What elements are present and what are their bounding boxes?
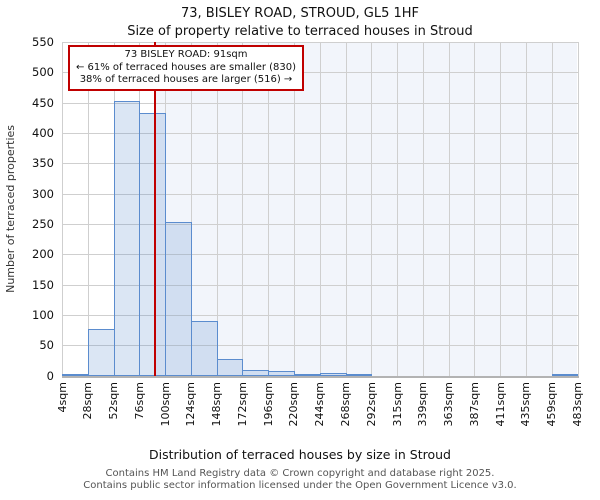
x-tick-label: 411sqm xyxy=(493,381,507,427)
gridline-v xyxy=(190,42,192,376)
x-tick-label: 292sqm xyxy=(364,381,378,427)
gridline-v xyxy=(216,42,218,376)
x-tick-label: 196sqm xyxy=(261,381,275,427)
chart-title: 73, BISLEY ROAD, STROUD, GL5 1HF xyxy=(180,6,420,21)
x-tick-label: 28sqm xyxy=(81,381,95,420)
x-tick-label: 124sqm xyxy=(184,381,198,427)
x-tick-label: 100sqm xyxy=(158,381,172,427)
gridline-v xyxy=(87,42,89,376)
y-tick-label: 150 xyxy=(32,277,54,292)
gridline-v xyxy=(525,42,527,376)
gridline-v xyxy=(371,42,373,376)
attribution-line-2: Contains public sector information licen… xyxy=(83,479,517,491)
x-axis-baseline xyxy=(62,375,579,378)
annotation-larger-stat: 38% of terraced houses are larger (516) … xyxy=(79,74,293,85)
histogram-bar xyxy=(165,222,192,376)
histogram-bar xyxy=(216,359,244,376)
property-annotation-box: 73 BISLEY ROAD: 91sqm ← 61% of terraced … xyxy=(68,45,304,91)
x-tick-label: 315sqm xyxy=(390,381,404,427)
attribution-footer: Contains HM Land Registry data © Crown c… xyxy=(0,468,600,491)
histogram-bar xyxy=(268,371,295,376)
x-tick-label: 363sqm xyxy=(442,381,456,427)
y-axis-title: Number of terraced properties xyxy=(4,124,17,293)
gridline-v xyxy=(293,42,295,376)
histogram-bar xyxy=(551,373,579,376)
histogram-bar xyxy=(113,100,141,376)
property-size-marker-line xyxy=(154,42,157,376)
y-tick-label: 300 xyxy=(32,186,54,201)
gridline-v xyxy=(448,42,450,376)
larger-region-shade xyxy=(155,42,578,376)
x-tick-label: 268sqm xyxy=(339,381,353,427)
y-tick-label: 400 xyxy=(32,126,54,140)
x-tick-label: 172sqm xyxy=(235,381,249,427)
gridline-v xyxy=(577,42,579,376)
gridline-v xyxy=(242,42,244,376)
chart-subtitle: Size of property relative to terraced ho… xyxy=(127,24,473,39)
x-tick-label: 220sqm xyxy=(287,381,301,427)
x-tick-label: 459sqm xyxy=(545,381,559,427)
y-tick-label: 450 xyxy=(32,95,54,110)
histogram-bar xyxy=(190,321,218,376)
y-tick-label: 100 xyxy=(32,308,54,323)
y-tick-label: 0 xyxy=(46,368,54,383)
histogram-bar xyxy=(139,112,167,376)
histogram-bar xyxy=(87,328,115,376)
annotation-property-size: 73 BISLEY ROAD: 91sqm xyxy=(124,49,248,60)
gridline-v xyxy=(500,42,502,376)
x-tick-label: 52sqm xyxy=(107,381,121,420)
gridline-v xyxy=(345,42,347,376)
gridline-v xyxy=(319,42,321,376)
x-tick-label: 387sqm xyxy=(467,381,481,427)
x-tick-label: 483sqm xyxy=(571,381,584,427)
y-tick-label: 50 xyxy=(39,338,54,353)
y-tick-label: 550 xyxy=(32,35,54,49)
gridline-v xyxy=(397,42,399,376)
x-tick-label: 76sqm xyxy=(132,381,146,420)
y-tick-label: 200 xyxy=(32,247,54,262)
x-tick-label: 4sqm xyxy=(55,381,69,413)
annotation-smaller-stat: ← 61% of terraced houses are smaller (83… xyxy=(75,61,297,73)
gridline-v xyxy=(62,42,63,376)
gridline-v xyxy=(268,42,270,376)
x-tick-label: 244sqm xyxy=(313,381,327,427)
x-tick-label: 435sqm xyxy=(519,381,533,427)
y-tick-label: 500 xyxy=(32,65,54,80)
x-tick-label: 148sqm xyxy=(210,381,224,427)
x-axis-title: Distribution of terraced houses by size … xyxy=(149,447,451,462)
y-tick-label: 250 xyxy=(32,217,54,232)
gridline-v xyxy=(551,42,553,376)
gridline-v xyxy=(422,42,424,376)
gridline-v xyxy=(474,42,476,376)
histogram-bar xyxy=(345,373,373,376)
attribution-line-1: Contains HM Land Registry data © Crown c… xyxy=(105,468,495,479)
y-tick-label: 350 xyxy=(32,156,54,171)
x-tick-label: 339sqm xyxy=(416,381,430,427)
